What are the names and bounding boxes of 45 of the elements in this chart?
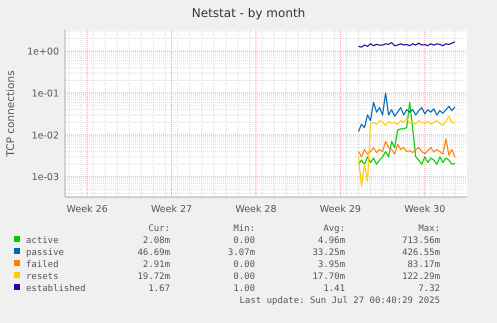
text: 1.67: [148, 284, 170, 294]
text: 83.17m: [407, 260, 440, 270]
x-tick-label: Week 26: [66, 204, 108, 215]
line-series: [358, 116, 456, 187]
y-tick-label: 1e-02: [32, 130, 59, 142]
text: 3.95m: [318, 260, 345, 270]
text: Avg:: [323, 224, 345, 234]
legend-label: passive: [26, 248, 64, 258]
x-tick-label: Week 27: [150, 204, 192, 215]
text: 4.96m: [318, 236, 345, 246]
x-tick-label: Week 28: [235, 204, 277, 215]
legend-label: failed: [26, 260, 59, 270]
y-tick-label: 1e-01: [32, 88, 59, 100]
y-axis-title: TCP connections: [5, 70, 17, 158]
y-tick-label: 1e-03: [32, 172, 59, 184]
text: 2.08m: [142, 236, 170, 246]
text: 7.32: [418, 284, 440, 294]
text: 46.69m: [137, 248, 170, 258]
text: Last update: Sun Jul 27 00:40:29 2025: [240, 296, 440, 306]
text: 122.29m: [402, 272, 440, 282]
line-series: [358, 102, 456, 165]
text: 33.25m: [312, 248, 345, 258]
chart-title: Netstat - by month: [192, 6, 306, 20]
legend-label: active: [26, 236, 59, 246]
legend-label: established: [26, 284, 86, 294]
text: 0.00: [233, 272, 255, 282]
text: 0.00: [233, 236, 255, 246]
text: Cur:: [148, 224, 170, 234]
text: Max:: [418, 224, 440, 234]
text: 0.00: [233, 260, 255, 270]
x-tick-label: Week 30: [404, 204, 446, 215]
line-series: [358, 92, 456, 132]
text: 426.55m: [402, 248, 440, 258]
text: 713.56m: [402, 236, 440, 246]
text: 3.07m: [228, 248, 255, 258]
legend-label: resets: [26, 272, 59, 282]
text: 1.00: [233, 284, 255, 294]
y-tick-label: 1e+00: [27, 46, 59, 58]
line-series: [358, 138, 456, 158]
x-tick-label: Week 29: [320, 204, 361, 215]
text: 17.70m: [312, 272, 345, 282]
text: 19.72m: [137, 272, 170, 282]
text: Min:: [233, 224, 255, 234]
text: 2.91m: [142, 260, 170, 270]
text: 1.41: [323, 284, 345, 294]
